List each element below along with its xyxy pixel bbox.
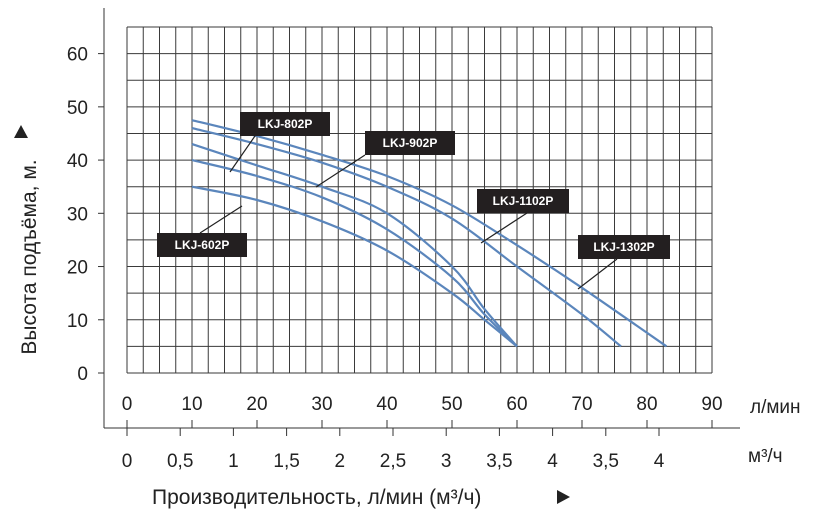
y-tick-label: 0 — [77, 364, 88, 385]
y-tick-label: 50 — [67, 98, 88, 119]
x-secondary-tick-label: 3,5 — [486, 451, 512, 472]
x-unit-secondary: м³/ч — [748, 446, 783, 467]
series-line-lkj-902p — [191, 143, 518, 348]
y-tick-label: 40 — [67, 151, 88, 172]
y-axis-arrow-icon — [14, 125, 28, 138]
label-lkj-802p: LKJ-802P — [258, 117, 313, 131]
x-axis-arrow-icon — [557, 490, 570, 504]
x-tick-label: 10 — [181, 394, 202, 415]
x-tick-label: 90 — [701, 394, 722, 415]
x-tick-label: 0 — [122, 394, 133, 415]
x-tick-label: 80 — [636, 394, 657, 415]
axes — [98, 8, 740, 436]
x-secondary-tick-label: 2,5 — [380, 451, 406, 472]
x-tick-label: 30 — [311, 394, 332, 415]
series-lines — [191, 119, 668, 348]
label-lkj-602p: LKJ-602P — [175, 238, 230, 252]
leader-line-lkj-1102p — [480, 212, 528, 244]
label-lkj-1102p: LKJ-1102P — [493, 194, 554, 208]
x-secondary-tick-label: 3,5 — [593, 451, 619, 472]
x-secondary-tick-label: 1,5 — [273, 451, 299, 472]
series-line-lkj-1302p — [191, 119, 668, 348]
label-box-lkj-602p — [157, 233, 247, 257]
label-lkj-902p: LKJ-902P — [383, 136, 438, 150]
y-tick-label: 20 — [67, 258, 88, 279]
x-secondary-tick-label: 2 — [335, 451, 346, 472]
y-tick-label: 30 — [67, 204, 88, 225]
x-secondary-tick-label: 4 — [547, 451, 558, 472]
x-tick-label: 60 — [506, 394, 527, 415]
series-line-lkj-1102p — [191, 127, 622, 348]
x-tick-label: 40 — [376, 394, 397, 415]
x-secondary-tick-label: 0,5 — [167, 451, 193, 472]
label-box-lkj-902p — [365, 131, 455, 155]
x-secondary-tick-label: 1 — [228, 451, 239, 472]
grid — [126, 26, 713, 374]
x-tick-label: 50 — [441, 394, 462, 415]
x-secondary-tick-label: 4 — [654, 451, 665, 472]
y-tick-label: 10 — [67, 311, 88, 332]
y-tick-label: 60 — [67, 45, 88, 66]
y-axis-title: Высота подъёма, м. — [18, 159, 41, 354]
label-lkj-1302p: LKJ-1302P — [593, 240, 654, 254]
leader-line-lkj-1302p — [577, 258, 618, 290]
label-box-lkj-1102p — [477, 189, 569, 213]
tick-labels: 0 10 20 30 40 50 60 0 10 20 30 40 50 60 70 80 90 0 0,5 1 1,5… — [67, 45, 723, 472]
series-line-lkj-602p — [191, 185, 518, 348]
leader-line-lkj-802p — [229, 135, 256, 173]
x-unit-primary: л/мин — [750, 397, 801, 418]
series-line-lkj-802p — [191, 159, 518, 348]
label-box-lkj-802p — [240, 112, 330, 136]
leader-line-lkj-902p — [315, 154, 366, 188]
label-box-lkj-1302p — [578, 235, 670, 259]
series-labels: LKJ-802P LKJ-902P LKJ-1102P LKJ-1302P LKJ-60… — [157, 112, 670, 290]
x-axis-title: Производительность, л/мин (м³/ч) — [152, 486, 481, 509]
leader-line-lkj-602p — [199, 205, 243, 234]
x-tick-label: 70 — [571, 394, 592, 415]
x-secondary-tick-label: 3 — [441, 451, 452, 472]
x-secondary-tick-label: 0 — [122, 451, 133, 472]
x-tick-label: 20 — [246, 394, 267, 415]
